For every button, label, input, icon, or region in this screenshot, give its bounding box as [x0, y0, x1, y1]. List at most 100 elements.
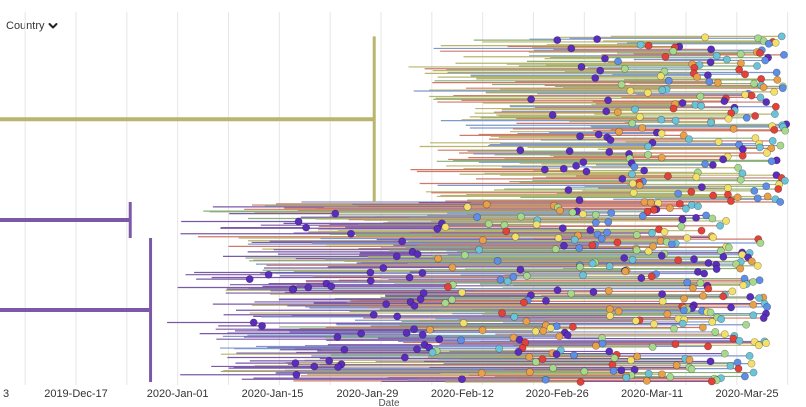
tree-tip: [750, 186, 759, 195]
tree-tip: [577, 63, 586, 71]
tree-tip: [708, 318, 717, 326]
tree-tip: [701, 33, 709, 42]
tree-tip: [649, 242, 657, 251]
tree-tip: [594, 130, 603, 139]
tree-tip: [510, 313, 519, 321]
tree-tip: [678, 99, 687, 107]
tree-tip: [708, 161, 717, 169]
tree-tip: [698, 323, 707, 332]
tree-tip: [712, 51, 721, 60]
tree-tip: [644, 247, 653, 256]
tree-tip: [741, 70, 749, 79]
tree-tip: [523, 271, 531, 280]
tree-tip: [366, 276, 375, 285]
tree-tip: [657, 251, 666, 260]
tree-tip: [410, 325, 418, 334]
tree-tip: [713, 78, 722, 87]
tree-tip: [591, 218, 600, 227]
tree-tip: [724, 184, 732, 193]
tree-tip: [697, 226, 706, 235]
tree-tip: [631, 316, 640, 325]
tree-tip: [482, 200, 491, 209]
tree-tip: [747, 257, 756, 266]
tree-tip: [618, 174, 627, 183]
tree-tip: [706, 308, 715, 317]
tree-tip: [418, 330, 427, 339]
tree-tip: [772, 68, 781, 77]
tree-tip: [579, 158, 588, 167]
tree-tip: [458, 375, 466, 384]
tree-tip: [644, 150, 652, 159]
tree-tip: [392, 252, 401, 261]
tree-tip: [576, 263, 584, 271]
tree-tip: [601, 54, 609, 63]
tree-tip: [628, 255, 637, 264]
tree-tip: [516, 146, 525, 155]
tree-tip: [538, 355, 547, 364]
tree-tip: [643, 88, 652, 97]
tree-tip: [502, 227, 511, 236]
tree-tip: [756, 239, 765, 247]
tree-tip: [709, 191, 718, 200]
tree-tip: [661, 52, 670, 61]
tree-tip: [671, 116, 680, 125]
tree-tip: [678, 215, 687, 224]
tree-tip: [708, 214, 717, 223]
tree-tip: [366, 268, 375, 277]
tree-tip: [690, 255, 698, 264]
tree-tip: [632, 231, 641, 239]
x-axis-edge-tick: 3: [3, 388, 9, 400]
tree-tips[interactable]: [245, 32, 791, 386]
tree-tip: [707, 377, 716, 386]
tree-tip: [498, 309, 506, 317]
tree-tip: [635, 181, 644, 190]
tree-tip: [245, 275, 254, 284]
tree-tip: [553, 36, 562, 45]
tree-tip: [667, 240, 676, 249]
tree-tip: [555, 332, 564, 341]
tree-tip: [679, 306, 688, 315]
tree-tip: [749, 368, 758, 377]
tree-tip: [735, 65, 744, 74]
tree-tip: [666, 204, 674, 213]
tree-tip: [434, 254, 443, 263]
tree-tip: [745, 351, 754, 360]
tree-tip: [658, 297, 667, 306]
tree-tip: [327, 282, 336, 291]
tree-tip: [671, 340, 680, 349]
tree-tip: [605, 262, 614, 271]
tree-tip: [604, 96, 612, 105]
tree-tip: [704, 342, 712, 351]
tree-tip: [302, 223, 310, 232]
tree-tip: [720, 97, 729, 106]
tree-tip: [630, 365, 639, 374]
tree-tip: [620, 64, 629, 73]
tree-tip: [548, 111, 557, 119]
tree-tip: [696, 279, 705, 287]
tree-tip: [567, 44, 576, 53]
tree-tip: [704, 284, 713, 293]
tree-tip: [642, 376, 651, 385]
tree-tip: [643, 207, 652, 216]
tree-tip: [735, 336, 744, 345]
tree-tip: [520, 298, 528, 307]
tree-tip: [575, 196, 584, 205]
tree-tip: [493, 256, 502, 265]
tree-tip: [707, 118, 715, 127]
tree-tip: [762, 182, 771, 191]
tree-tip: [613, 108, 622, 117]
tree-tip: [692, 213, 700, 222]
tree-tip: [755, 276, 764, 285]
tree-tip: [463, 202, 472, 211]
tree-tip: [685, 355, 694, 364]
tree-tip: [334, 363, 343, 371]
tree-tip: [563, 331, 572, 340]
x-tick-label: 2020-Feb-26: [526, 388, 589, 400]
tree-tip: [579, 271, 587, 280]
tree-tip: [739, 281, 748, 290]
tree-tip: [753, 62, 761, 70]
tree-tip: [738, 250, 747, 259]
tree-tip: [666, 373, 675, 381]
tree-tip: [640, 166, 649, 175]
tree-tip: [705, 77, 714, 86]
